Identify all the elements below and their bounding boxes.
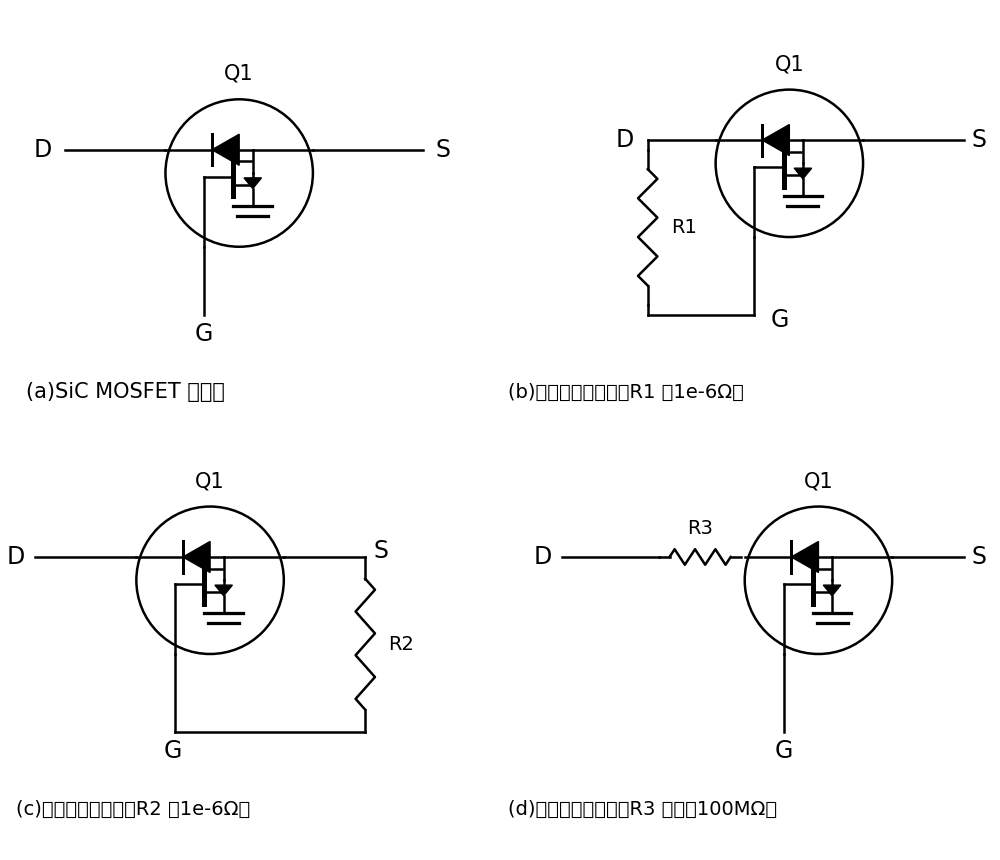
Polygon shape	[244, 178, 261, 188]
Text: D: D	[7, 545, 25, 569]
Text: R2: R2	[389, 635, 414, 654]
Text: G: G	[774, 739, 793, 763]
Text: S: S	[972, 128, 987, 152]
Text: S: S	[972, 545, 987, 569]
Text: D: D	[34, 138, 52, 162]
Text: R3: R3	[687, 519, 713, 538]
Text: S: S	[435, 138, 450, 162]
Text: G: G	[195, 322, 213, 346]
Polygon shape	[762, 125, 789, 156]
Text: Q1: Q1	[195, 471, 225, 491]
Text: D: D	[534, 545, 552, 569]
Polygon shape	[794, 169, 812, 179]
Text: Q1: Q1	[804, 471, 833, 491]
Text: G: G	[770, 309, 789, 333]
Polygon shape	[215, 585, 232, 596]
Text: R1: R1	[671, 218, 697, 237]
Text: G: G	[164, 739, 182, 763]
Text: (b)栊漏极短路故障（R1 为1e-6Ω）: (b)栊漏极短路故障（R1 为1e-6Ω）	[508, 383, 744, 402]
Text: Q1: Q1	[224, 64, 254, 83]
Polygon shape	[212, 134, 239, 165]
Text: S: S	[373, 539, 388, 563]
Polygon shape	[183, 542, 210, 573]
Polygon shape	[823, 585, 841, 596]
Text: (d)漏源极开路故障（R3 阻值为100MΩ）: (d)漏源极开路故障（R3 阻值为100MΩ）	[508, 800, 777, 819]
Text: (c)栊源极短路故障（R2 为1e-6Ω）: (c)栊源极短路故障（R2 为1e-6Ω）	[16, 800, 250, 819]
Text: (a)SiC MOSFET 无故障: (a)SiC MOSFET 无故障	[26, 382, 225, 402]
Text: D: D	[615, 128, 634, 152]
Polygon shape	[791, 542, 818, 573]
Text: Q1: Q1	[775, 54, 804, 74]
